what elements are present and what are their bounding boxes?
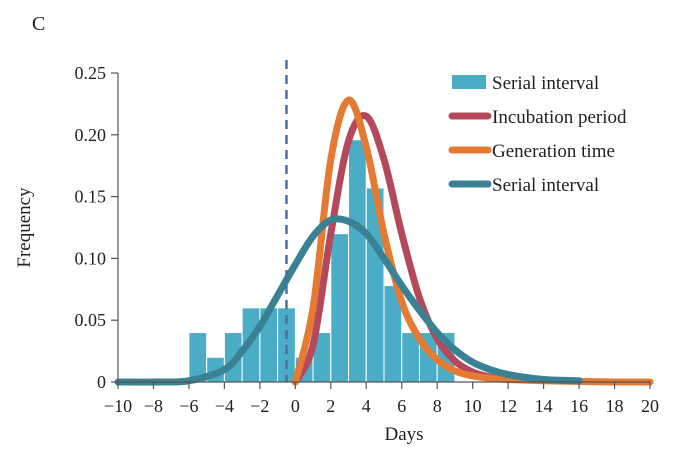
x-tick-label: 2 xyxy=(326,396,335,416)
y-tick-label: 0.20 xyxy=(75,125,107,145)
axes xyxy=(117,73,650,383)
serial-interval-curve xyxy=(114,215,583,386)
x-tick-label: −4 xyxy=(215,396,234,416)
x-tick-labels: −10 −8 −6 −4 −2 0 2 4 6 8 10 12 14 16 18 20 xyxy=(104,382,659,416)
x-tick-label: 20 xyxy=(641,396,659,416)
x-axis-label: Days xyxy=(384,424,423,445)
x-tick-label: −10 xyxy=(104,396,132,416)
histogram-bar-8 xyxy=(330,233,350,383)
x-tick-label: 12 xyxy=(499,396,517,416)
y-tick-label: 0.10 xyxy=(75,248,107,268)
legend-label: Serial interval xyxy=(492,73,599,94)
x-tick-label: −8 xyxy=(144,396,163,416)
x-tick-label: −6 xyxy=(179,396,198,416)
histogram-bar-9 xyxy=(348,139,367,383)
x-tick-label: 14 xyxy=(535,396,553,416)
x-tick-label: 0 xyxy=(291,396,300,416)
x-tick-label: 18 xyxy=(606,396,624,416)
y-tick-label: 0.05 xyxy=(75,310,107,330)
x-tick-label: 10 xyxy=(464,396,482,416)
y-axis-label: Frequency xyxy=(14,187,35,268)
legend-label: Serial interval xyxy=(492,175,599,196)
incubation-period-curve xyxy=(291,112,512,386)
y-tick-labels: 0 0.05 0.10 0.15 0.20 0.25 xyxy=(75,63,118,392)
x-tick-label: −2 xyxy=(250,396,269,416)
x-tick-label: 8 xyxy=(433,396,442,416)
panel-label: C xyxy=(32,13,45,35)
legend-swatch-box xyxy=(452,75,486,89)
x-tick-label: 6 xyxy=(397,396,406,416)
y-tick-label: 0.25 xyxy=(75,63,107,83)
legend-label: Incubation period xyxy=(492,107,627,128)
x-tick-label: 16 xyxy=(570,396,588,416)
x-tick-label: 4 xyxy=(362,396,371,416)
legend-label: Generation time xyxy=(492,141,615,162)
y-tick-label: 0.15 xyxy=(75,187,107,207)
legend: Serial interval Incubation period Generati… xyxy=(448,73,627,196)
y-tick-label: 0 xyxy=(97,372,106,392)
curve-lines xyxy=(114,96,654,386)
